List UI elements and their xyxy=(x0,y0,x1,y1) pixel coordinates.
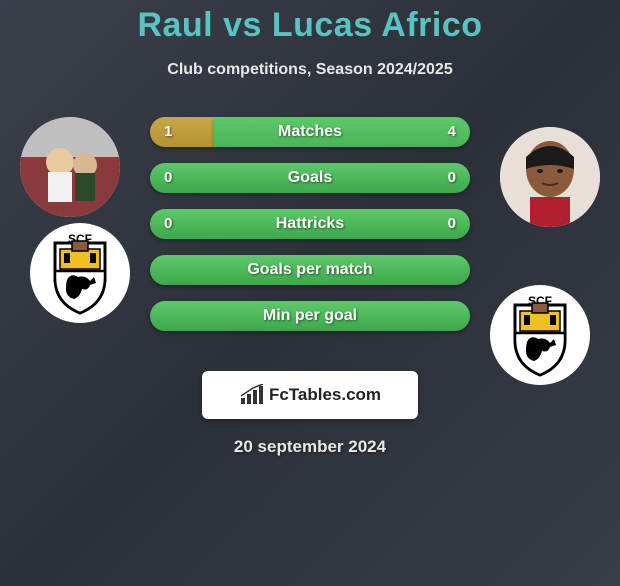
stat-bars: Matches14Goals00Hattricks00Goals per mat… xyxy=(150,117,470,347)
stat-value-right: 4 xyxy=(434,117,470,147)
player1-avatar xyxy=(20,117,120,217)
stat-label: Goals xyxy=(150,163,470,193)
stat-row: Matches1 4 xyxy=(150,117,470,147)
vs-text: vs xyxy=(223,6,262,44)
stat-row: Goals per match xyxy=(150,255,470,285)
player1-club-badge: SCF xyxy=(30,223,130,323)
player2-avatar xyxy=(500,127,600,227)
brand-text: FcTables.com xyxy=(269,385,381,405)
stat-value-left: 1 xyxy=(150,117,186,147)
stat-row: Min per goal xyxy=(150,301,470,331)
player1-name: Raul xyxy=(137,6,213,44)
player2-club-badge: SCF xyxy=(490,285,590,385)
brand-chart-icon xyxy=(239,384,265,406)
stat-value-left: 0 xyxy=(150,209,186,239)
stat-label: Hattricks xyxy=(150,209,470,239)
stat-row: Hattricks0 0 xyxy=(150,209,470,239)
stat-row: Goals0 0 xyxy=(150,163,470,193)
stats-area: SCF SCF xyxy=(10,117,610,367)
stat-label: Min per goal xyxy=(150,301,470,331)
player2-name: Lucas Africo xyxy=(272,6,483,44)
comparison-title: Raul vs Lucas Africo xyxy=(10,6,610,45)
brand-box: FcTables.com xyxy=(202,371,418,419)
stat-label: Matches xyxy=(150,117,470,147)
date-text: 20 september 2024 xyxy=(10,437,610,457)
stat-value-right: 0 xyxy=(434,163,470,193)
stat-label: Goals per match xyxy=(150,255,470,285)
stat-value-right: 0 xyxy=(434,209,470,239)
stat-value-left: 0 xyxy=(150,163,186,193)
subtitle: Club competitions, Season 2024/2025 xyxy=(10,61,610,79)
